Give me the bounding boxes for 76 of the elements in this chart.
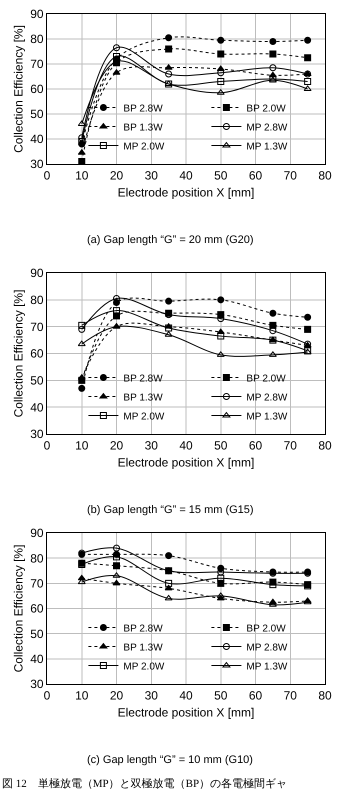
legend-label: BP 2.8W [123, 623, 164, 634]
x-tick-label: 80 [318, 438, 332, 452]
legend-label: MP 2.8W [246, 122, 288, 134]
y-tick-label: 40 [30, 132, 44, 146]
x-axis-title: Electrode position X [mm] [118, 185, 254, 200]
x-tick-label: 70 [284, 168, 298, 182]
legend-label: BP 1.3W [123, 392, 164, 404]
x-tick-label: 50 [214, 438, 228, 452]
x-tick-label: 40 [179, 438, 193, 452]
y-tick-label: 90 [30, 7, 44, 22]
x-tick-label: 30 [144, 168, 158, 182]
y-tick-label: 30 [30, 427, 44, 442]
legend-label: MP 1.3W [246, 411, 288, 422]
x-tick-label: 40 [179, 168, 193, 182]
y-tick-label: 50 [30, 107, 44, 122]
y-tick-label: 60 [30, 82, 44, 96]
y-tick-label: 60 [30, 346, 44, 361]
x-tick-label: 20 [110, 688, 124, 702]
x-tick-label: 60 [248, 438, 262, 452]
x-tick-label: 10 [75, 688, 89, 702]
legend-label: BP 2.8W [123, 103, 164, 114]
y-tick-label: 30 [30, 677, 44, 692]
x-tick-label: 0 [44, 688, 51, 702]
y-tick-label: 70 [30, 57, 44, 72]
x-tick-label: 50 [214, 688, 228, 702]
legend-label: MP 1.3W [246, 141, 288, 152]
x-tick-label: 40 [179, 688, 193, 702]
x-tick-label: 20 [110, 168, 124, 182]
y-tick-label: 90 [30, 526, 44, 540]
x-tick-label: 30 [144, 688, 158, 702]
legend-label: BP 2.8W [123, 373, 164, 384]
x-tick-label: 70 [284, 688, 298, 702]
text: (a) Gap length “G” = 20 mm (G20) [87, 234, 254, 246]
y-tick-label: 40 [30, 400, 44, 414]
y-tick-label: 60 [30, 602, 44, 616]
legend-label: BP 2.0W [246, 373, 286, 384]
legend-label: MP 1.3W [246, 661, 288, 672]
text: (b) Gap length “G” = 15 mm (G15) [87, 504, 254, 516]
legend-label: MP 2.0W [123, 411, 165, 422]
x-tick-label: 60 [248, 168, 262, 182]
x-tick-label: 30 [144, 438, 158, 452]
x-tick-label: 0 [44, 168, 51, 182]
x-tick-label: 80 [318, 688, 332, 702]
legend-label: BP 1.3W [123, 642, 164, 654]
y-tick-label: 70 [30, 320, 44, 334]
legend-label: MP 2.0W [123, 661, 165, 672]
legend-label: MP 2.8W [246, 642, 288, 654]
legend-label: BP 2.0W [246, 103, 286, 114]
legend-label: BP 1.3W [123, 122, 164, 134]
x-tick-label: 10 [75, 438, 89, 452]
caption: 図 12 単極放電（MP）と双極放電（BP）の各電極間ギャ [2, 778, 288, 790]
x-tick-label: 10 [75, 168, 89, 182]
y-axis-title: Collection Efficiency [%] [12, 25, 26, 153]
y-tick-label: 50 [30, 374, 44, 388]
legend-label: BP 2.0W [246, 623, 286, 634]
y-tick-label: 40 [30, 652, 44, 666]
text: (c) Gap length “G” = 10 mm (G10) [87, 754, 253, 766]
x-axis-title: Electrode position X [mm] [118, 705, 254, 720]
y-tick-label: 80 [30, 551, 44, 566]
y-tick-label: 80 [30, 32, 44, 46]
y-tick-label: 70 [30, 576, 44, 591]
y-tick-label: 90 [30, 266, 44, 280]
x-tick-label: 50 [214, 168, 228, 182]
y-tick-label: 30 [30, 157, 44, 172]
x-tick-label: 60 [248, 688, 262, 702]
y-axis-title: Collection Efficiency [%] [12, 290, 26, 418]
y-tick-label: 50 [30, 626, 44, 641]
x-tick-label: 0 [44, 438, 51, 452]
x-tick-label: 70 [284, 438, 298, 452]
x-axis-title: Electrode position X [mm] [118, 455, 254, 470]
legend-label: MP 2.8W [246, 392, 288, 404]
x-tick-label: 80 [318, 168, 332, 182]
x-tick-label: 20 [110, 438, 124, 452]
y-axis-title: Collection Efficiency [%] [12, 544, 26, 672]
legend-label: MP 2.0W [123, 141, 165, 152]
y-tick-label: 80 [30, 293, 44, 308]
